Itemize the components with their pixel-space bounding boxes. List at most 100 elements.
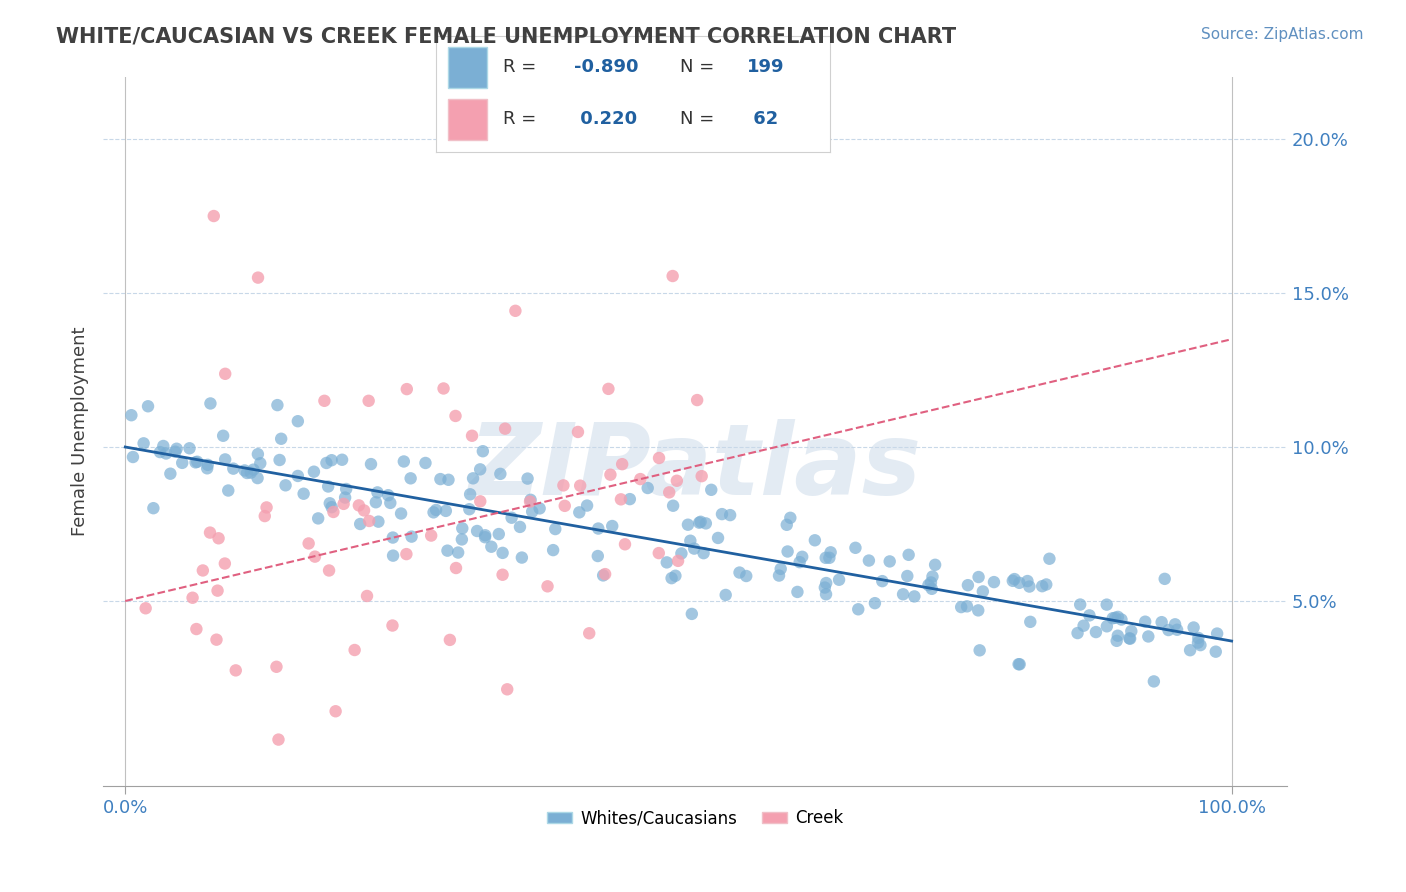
Point: [155, 446, 177, 460]
Point: [186, 455, 208, 469]
Point: [921, 569, 943, 583]
Point: [270, 432, 292, 446]
Point: [1002, 572, 1025, 586]
Point: [896, 569, 918, 583]
Point: [1107, 610, 1129, 624]
Point: [439, 632, 461, 647]
Point: [195, 461, 218, 475]
Point: [891, 587, 914, 601]
Point: [447, 545, 470, 559]
Point: [191, 564, 214, 578]
Point: [662, 499, 685, 513]
Point: [321, 453, 343, 467]
Point: [325, 704, 347, 718]
Point: [578, 626, 600, 640]
FancyBboxPatch shape: [447, 100, 486, 140]
Point: [599, 467, 621, 482]
Point: [661, 571, 683, 585]
Point: [458, 487, 481, 501]
Point: [879, 554, 901, 568]
Point: [186, 622, 208, 636]
Point: [1069, 598, 1091, 612]
Legend: Whites/Caucasians, Creek: Whites/Caucasians, Creek: [540, 803, 851, 834]
Point: [233, 463, 256, 477]
Point: [401, 530, 423, 544]
Point: [377, 488, 399, 502]
Point: [818, 550, 841, 565]
Point: [1035, 577, 1057, 591]
Point: [648, 546, 671, 560]
Point: [1157, 623, 1180, 637]
Point: [1137, 630, 1160, 644]
Point: [690, 469, 713, 483]
Point: [364, 495, 387, 509]
Point: [415, 456, 437, 470]
Point: [432, 382, 454, 396]
Point: [488, 527, 510, 541]
Point: [382, 549, 405, 563]
Point: [491, 546, 513, 560]
Text: N =: N =: [681, 58, 720, 76]
Point: [496, 682, 519, 697]
Point: [381, 618, 404, 632]
Point: [541, 543, 564, 558]
Text: R =: R =: [503, 58, 541, 76]
Point: [165, 444, 187, 458]
Point: [1119, 632, 1142, 646]
Point: [1001, 574, 1024, 588]
Point: [637, 481, 659, 495]
Point: [614, 537, 637, 551]
Point: [1018, 580, 1040, 594]
Point: [1111, 613, 1133, 627]
Point: [1105, 633, 1128, 648]
Point: [359, 514, 381, 528]
Point: [671, 546, 693, 560]
Point: [828, 573, 851, 587]
Point: [239, 466, 262, 480]
Point: [1121, 624, 1143, 639]
Point: [681, 607, 703, 621]
Point: [256, 500, 278, 515]
Point: [569, 478, 592, 492]
Point: [247, 270, 270, 285]
Point: [967, 603, 990, 617]
Point: [470, 462, 492, 476]
Point: [267, 732, 290, 747]
Point: [917, 578, 939, 592]
Point: [152, 439, 174, 453]
Point: [246, 447, 269, 461]
Point: [505, 303, 527, 318]
Point: [479, 540, 502, 554]
Point: [360, 457, 382, 471]
Point: [679, 533, 702, 548]
Point: [269, 453, 291, 467]
Point: [924, 558, 946, 572]
Text: WHITE/CAUCASIAN VS CREEK FEMALE UNEMPLOYMENT CORRELATION CHART: WHITE/CAUCASIAN VS CREEK FEMALE UNEMPLOY…: [56, 27, 956, 46]
Point: [683, 541, 706, 556]
Point: [494, 422, 516, 436]
Point: [367, 515, 389, 529]
Point: [661, 268, 683, 283]
Point: [266, 398, 288, 412]
Point: [1038, 551, 1060, 566]
Point: [436, 543, 458, 558]
Point: [588, 522, 610, 536]
Point: [619, 492, 641, 507]
Point: [520, 505, 543, 519]
Point: [815, 576, 838, 591]
Point: [214, 367, 236, 381]
Point: [451, 521, 474, 535]
Point: [1007, 657, 1029, 672]
Point: [122, 450, 145, 464]
Point: [509, 520, 531, 534]
Point: [184, 455, 207, 469]
Point: [972, 584, 994, 599]
Point: [274, 478, 297, 492]
Point: [149, 445, 172, 459]
Point: [553, 478, 575, 492]
Point: [212, 429, 235, 443]
Point: [776, 544, 799, 558]
Point: [181, 591, 204, 605]
Point: [710, 507, 733, 521]
Point: [1066, 626, 1088, 640]
